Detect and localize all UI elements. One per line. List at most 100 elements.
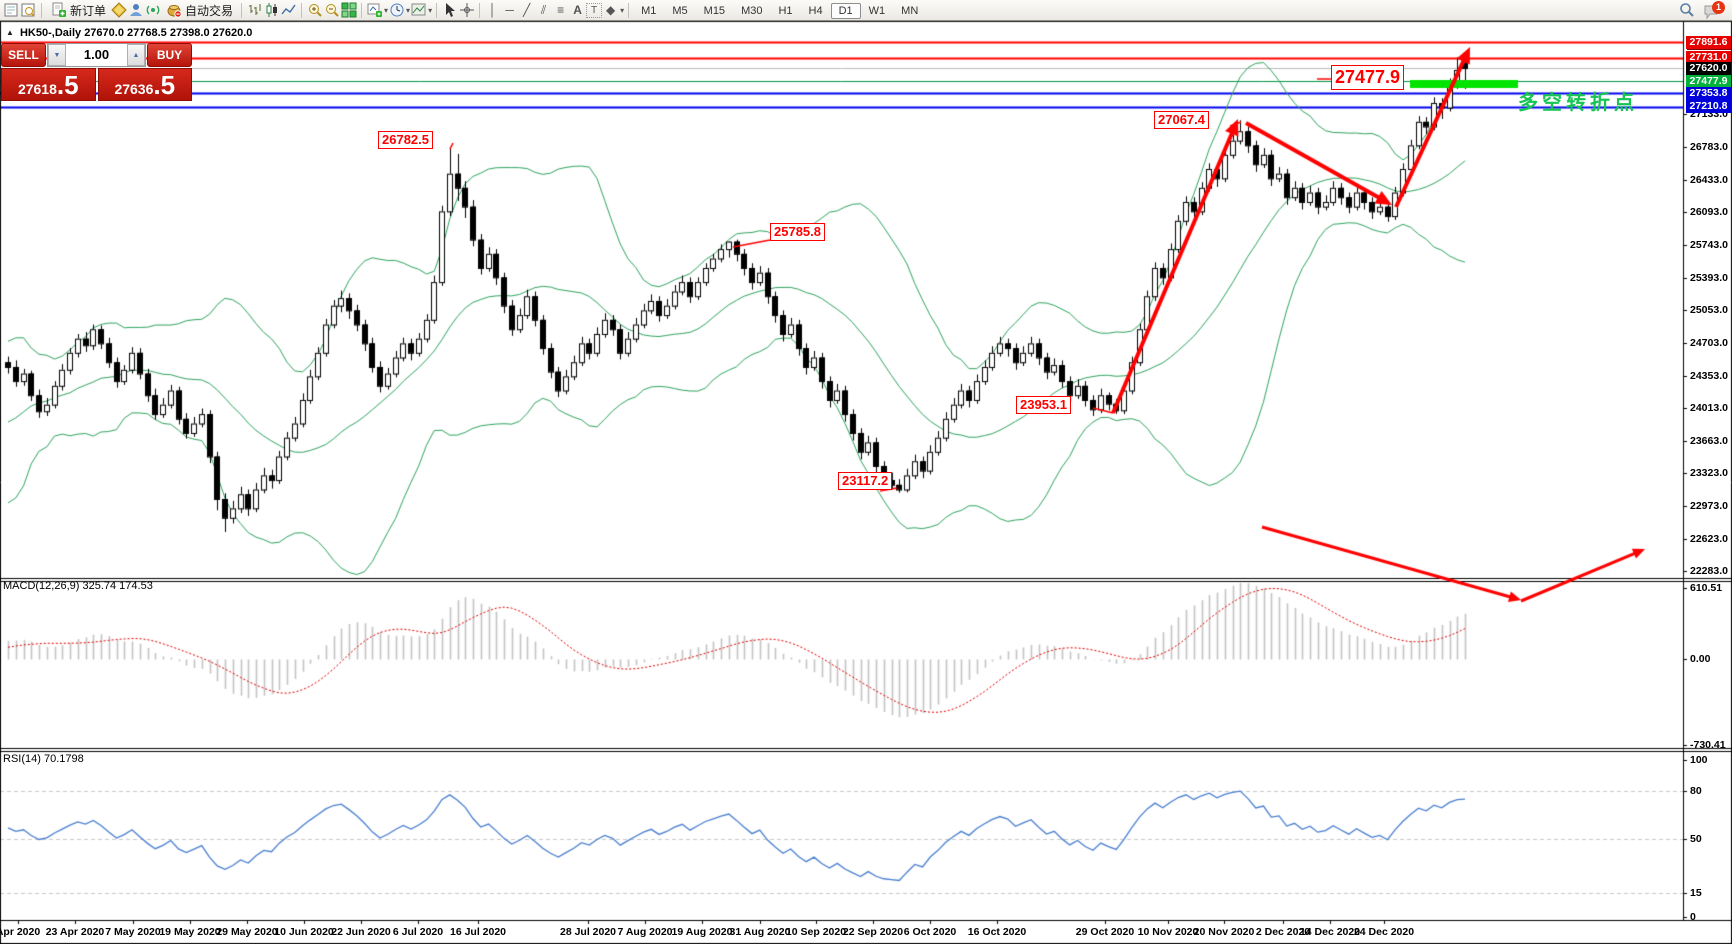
label-tool-icon[interactable]: T [586, 2, 603, 18]
rsi-tick-label: 50 [1690, 832, 1702, 845]
tile-windows-icon[interactable] [340, 2, 357, 19]
ask-price[interactable]: 27636.5 [97, 68, 192, 101]
timeframe-h1[interactable]: H1 [778, 5, 793, 17]
price-tick-label: 23323.0 [1690, 467, 1728, 480]
chart-symbol-period: HK50-,Daily [19, 27, 82, 39]
timeframe-m15[interactable]: M15 [703, 5, 726, 17]
timeframe-h4[interactable]: H4 [808, 5, 823, 17]
bid-price-frac: .5 [56, 70, 79, 100]
new-order-button[interactable]: 新订单 [46, 1, 110, 19]
crosshair-icon[interactable] [458, 2, 475, 19]
date-axis-label: 6 Oct 2020 [903, 926, 957, 938]
timeframe-mn[interactable]: MN [901, 5, 919, 17]
price-axis-badge: 27477.9 [1686, 74, 1731, 88]
one-click-trading-panel: SELL ▼ 1.00 ▲ BUY 27618.5 27636.5 [1, 43, 192, 101]
price-tick-label: 25053.0 [1690, 304, 1728, 317]
fibonacci-tool-icon[interactable]: ≡ [557, 2, 565, 17]
indicators-dropdown-icon[interactable]: ▾ [384, 5, 389, 15]
indicators-icon[interactable] [366, 2, 383, 19]
text-tool-icon[interactable]: A [573, 2, 582, 17]
zoom-in-icon[interactable] [306, 2, 323, 19]
date-axis-label: 10 Nov 2020 [1137, 926, 1199, 938]
bar-chart-icon[interactable] [246, 2, 263, 19]
shapes-dropdown-icon[interactable]: ▾ [620, 5, 625, 15]
price-tick-label: 25743.0 [1690, 239, 1728, 252]
date-axis-label: 22 Jun 2020 [331, 926, 391, 938]
signals-icon[interactable] [144, 2, 161, 19]
auto-trading-label: 自动交易 [185, 3, 234, 18]
price-annotation-label: 25785.8 [770, 223, 825, 242]
ask-price-frac: .5 [153, 70, 176, 100]
price-annotation-label: 27067.4 [1154, 111, 1209, 130]
date-axis-label: 10 Jun 2020 [274, 926, 334, 938]
periods-dropdown-icon[interactable]: ▾ [406, 5, 411, 15]
volume-down-button[interactable]: ▼ [48, 44, 66, 66]
main-toolbar: 新订单 自动交易 ▾ ▾ ▾ │ ─ ╱ ⫽ ≡ A T ◆ ▾ M1 M5 M15 M… [0, 0, 1732, 21]
volume-stepper: ▼ 1.00 ▲ [47, 43, 146, 67]
price-annotation-label: 23953.1 [1016, 396, 1071, 415]
market-watch-icon[interactable] [3, 2, 20, 19]
sell-button[interactable]: SELL [1, 43, 46, 67]
buy-button[interactable]: BUY [147, 43, 192, 67]
price-tick-label: 26783.0 [1690, 141, 1728, 153]
date-axis-label: 29 Oct 2020 [1075, 926, 1135, 938]
bid-price[interactable]: 27618.5 [1, 68, 96, 101]
price-annotation-label: 23117.2 [838, 472, 893, 491]
horizontal-line-tool-icon[interactable]: ─ [505, 2, 514, 17]
price-axis-badge: 27891.6 [1686, 35, 1731, 49]
date-axis-label: 16 Oct 2020 [967, 926, 1027, 938]
zoom-out-icon[interactable] [323, 2, 340, 19]
market-icon[interactable] [110, 2, 127, 19]
candlestick-chart-icon[interactable] [263, 2, 280, 19]
notifications-icon[interactable]: 1 [1701, 0, 1725, 19]
trendline-tool-icon[interactable]: ╱ [522, 2, 531, 17]
date-axis-label: 23 Apr 2020 [45, 926, 105, 938]
new-order-label: 新订单 [70, 3, 107, 18]
date-axis-label: 10 Sep 2020 [785, 926, 847, 938]
template-icon[interactable] [410, 2, 427, 19]
toolbar-separator [361, 2, 363, 18]
toolbar-separator [241, 2, 243, 18]
price-tick-label: 22973.0 [1690, 500, 1728, 513]
volume-up-button[interactable]: ▲ [127, 44, 145, 66]
data-window-icon[interactable] [20, 2, 37, 19]
price-tick-label: 26433.0 [1690, 174, 1728, 186]
community-icon[interactable] [127, 2, 144, 19]
date-axis-label: 24 Dec 2020 [1353, 926, 1415, 938]
periods-clock-icon[interactable] [388, 2, 405, 19]
line-chart-icon[interactable] [280, 2, 297, 19]
date-axis-label: 6 Jul 2020 [392, 926, 444, 938]
template-dropdown-icon[interactable]: ▾ [428, 5, 433, 15]
date-axis-label: 7 May 2020 [105, 926, 161, 938]
date-axis-label: 19 Aug 2020 [671, 926, 733, 938]
chart-header: ▲ HK50-,Daily 27670.0 27768.5 27398.0 27… [6, 27, 252, 39]
price-tick-label: 22283.0 [1690, 565, 1728, 578]
price-tick-label: 23663.0 [1690, 435, 1728, 448]
price-annotation-label: 27477.9 [1331, 65, 1405, 90]
date-axis-label: 14 Dec 2020 [1299, 926, 1361, 938]
timeframe-w1[interactable]: W1 [868, 5, 886, 17]
macd-tick-label: 0.00 [1690, 653, 1711, 666]
price-tick-label: 26093.0 [1690, 206, 1728, 219]
cursor-icon[interactable] [441, 2, 458, 19]
collapse-chart-icon[interactable]: ▲ [6, 28, 14, 37]
auto-trading-button[interactable]: 自动交易 [161, 1, 237, 19]
price-annotation-label: 26782.5 [378, 131, 433, 150]
macd-tick-label: 610.51 [1690, 582, 1723, 594]
date-axis-label: 22 Sep 2020 [842, 926, 904, 938]
price-axis-badge: 27353.8 [1686, 86, 1731, 100]
price-axis-badge: 27620.0 [1686, 61, 1731, 75]
channel-tool-icon[interactable]: ⫽ [540, 2, 547, 17]
search-icon[interactable] [1678, 2, 1695, 19]
timeframe-m5[interactable]: M5 [672, 5, 688, 17]
price-axis-badge: 27731.0 [1686, 51, 1731, 65]
timeframe-m30[interactable]: M30 [741, 5, 763, 17]
price-tick-label: 24703.0 [1690, 337, 1728, 350]
timeframe-d1[interactable]: D1 [830, 3, 861, 19]
ask-price-main: 27636 [114, 81, 154, 97]
vertical-line-tool-icon[interactable]: │ [488, 2, 497, 17]
timeframe-m1[interactable]: M1 [641, 5, 657, 17]
toolbar-separator [301, 2, 303, 18]
shapes-tool-icon[interactable]: ◆ [605, 2, 616, 17]
volume-value[interactable]: 1.00 [83, 47, 110, 62]
